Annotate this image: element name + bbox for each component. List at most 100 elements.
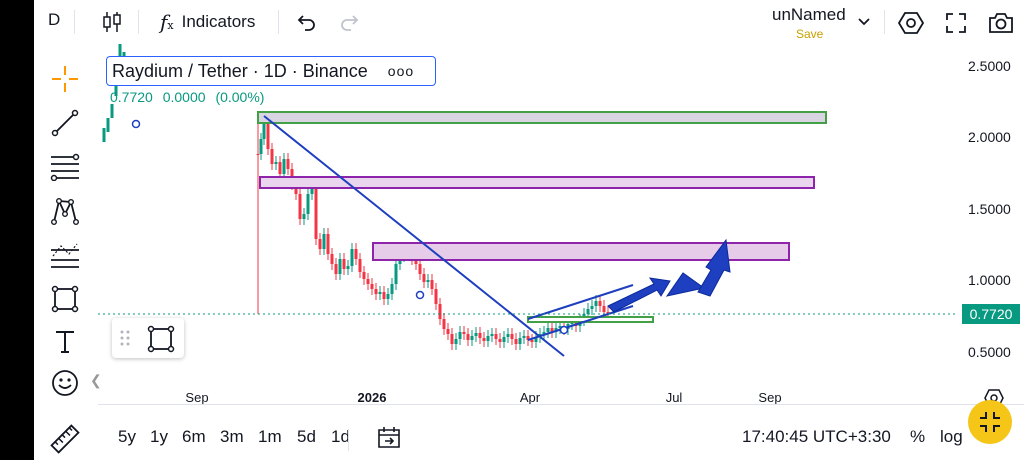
anchor-point (559, 325, 569, 335)
top-toolbar: D fx Indicators unNamed Save (34, 0, 1024, 44)
undo-icon[interactable] (294, 11, 318, 33)
projection-arrow (665, 272, 706, 297)
chart-app: D fx Indicators unNamed Save (34, 0, 1024, 460)
candle-body (118, 44, 122, 58)
candle-body (434, 289, 438, 304)
candle-body (350, 249, 354, 266)
last-value: 0.7720 (110, 89, 153, 105)
price-tick-label: 2.0000 (968, 129, 1011, 145)
candle-body (478, 333, 482, 338)
collapse-toolbar-icon[interactable]: ❮ (90, 372, 102, 388)
range-5y[interactable]: 5y (118, 427, 136, 446)
candle-body (482, 338, 486, 341)
range-5d[interactable]: 5d (297, 427, 316, 446)
candles-icon[interactable] (100, 10, 124, 34)
ruler-icon[interactable] (48, 422, 82, 456)
function-icon: fx (160, 10, 174, 34)
symbol-button[interactable]: D (48, 10, 61, 29)
divider (348, 429, 349, 451)
candle-body (414, 259, 418, 264)
candle-body (110, 104, 114, 118)
candle-body (314, 184, 318, 239)
text-icon[interactable] (48, 324, 82, 358)
range-1m[interactable]: 1m (258, 427, 282, 446)
candle-body (590, 306, 594, 309)
rectangle-icon[interactable] (48, 282, 82, 316)
fit-chart-button[interactable] (968, 400, 1012, 444)
more-icon[interactable]: ooo (387, 63, 415, 79)
price-tick-label: 0.5000 (968, 344, 1011, 360)
symbol-legend[interactable]: Raydium / Tether · 1D · Binance ooo (106, 56, 436, 86)
candle-body (586, 309, 590, 314)
downtrend-line (263, 115, 565, 357)
candle-body (526, 336, 530, 340)
prediction-icon[interactable] (48, 238, 82, 272)
trendline-icon[interactable] (48, 106, 82, 140)
goto-date-icon[interactable] (376, 425, 402, 454)
collapse-arrows-icon (980, 412, 1000, 432)
crosshair-icon[interactable] (48, 62, 82, 96)
price-tick-label: 1.5000 (968, 201, 1011, 217)
candle-body (298, 194, 302, 219)
drag-handle-icon[interactable] (120, 329, 130, 352)
redo-icon[interactable] (338, 11, 362, 33)
candle-body (270, 149, 274, 164)
settings-hex-icon[interactable] (898, 10, 924, 36)
range-3m[interactable]: 3m (220, 427, 244, 446)
candle-body (426, 280, 430, 282)
change-value: 0.0000 (162, 89, 206, 105)
clock[interactable]: 17:40:45 UTC+3:30 (742, 427, 891, 446)
candle-body (490, 334, 494, 336)
price-axis: 2.5000 2.0000 1.5000 1.0000 0.5000 (968, 58, 1011, 360)
candle-body (262, 124, 266, 139)
candle-body (386, 294, 390, 299)
candle-body (438, 304, 442, 319)
candle-body (534, 337, 538, 342)
log-button[interactable]: log (940, 427, 963, 446)
candle-body (282, 159, 286, 174)
range-1d[interactable]: 1d (331, 427, 350, 446)
candle-body (330, 254, 334, 264)
save-label[interactable]: Save (796, 27, 824, 41)
candle-body (450, 334, 454, 344)
range-1y[interactable]: 1y (150, 427, 168, 446)
candle-body (530, 340, 534, 342)
fullscreen-icon[interactable] (944, 11, 968, 35)
candle-body (418, 264, 422, 274)
price-chart[interactable]: 2.5000 2.0000 1.5000 1.0000 0.5000 Sep 2026 Ap… (98, 44, 1024, 404)
candle-body (362, 272, 366, 279)
candle-body (374, 289, 378, 294)
divider (278, 10, 279, 34)
price-readout: 0.7720 0.0000 (0.00%) (110, 89, 270, 105)
range-6m[interactable]: 6m (182, 427, 206, 446)
indicators-button[interactable]: fx Indicators (160, 8, 255, 36)
candle-body (470, 336, 474, 340)
zone-top-green (257, 111, 827, 124)
price-tick-label: 1.0000 (968, 272, 1011, 288)
chevron-down-icon[interactable] (856, 14, 872, 30)
emoji-icon[interactable] (48, 366, 82, 400)
candle-body (106, 118, 110, 132)
pattern-icon[interactable] (48, 194, 82, 228)
last-price-tag: 0.7720 (962, 304, 1020, 324)
percent-button[interactable]: % (910, 427, 926, 446)
candle-body (486, 336, 490, 341)
time-tick-label: 2026 (358, 390, 387, 404)
time-tick-label: Sep (185, 390, 208, 404)
candle-body (278, 162, 282, 174)
layout-name[interactable]: unNamed (772, 5, 846, 24)
candle-body (366, 279, 370, 284)
time-tick-label: Apr (520, 390, 541, 404)
candle-body (306, 194, 310, 214)
candle-body (498, 339, 502, 342)
candle-body (550, 328, 554, 332)
divider (884, 10, 885, 34)
rectangle-icon[interactable] (146, 324, 176, 359)
fib-icon[interactable] (48, 150, 82, 184)
divider (74, 10, 75, 34)
indicators-label: Indicators (181, 12, 256, 31)
camera-icon[interactable] (988, 10, 1014, 36)
time-axis: Sep 2026 Apr Jul Sep (185, 390, 781, 404)
price-tick-label: 2.5000 (968, 58, 1011, 74)
candle-body (102, 128, 106, 142)
